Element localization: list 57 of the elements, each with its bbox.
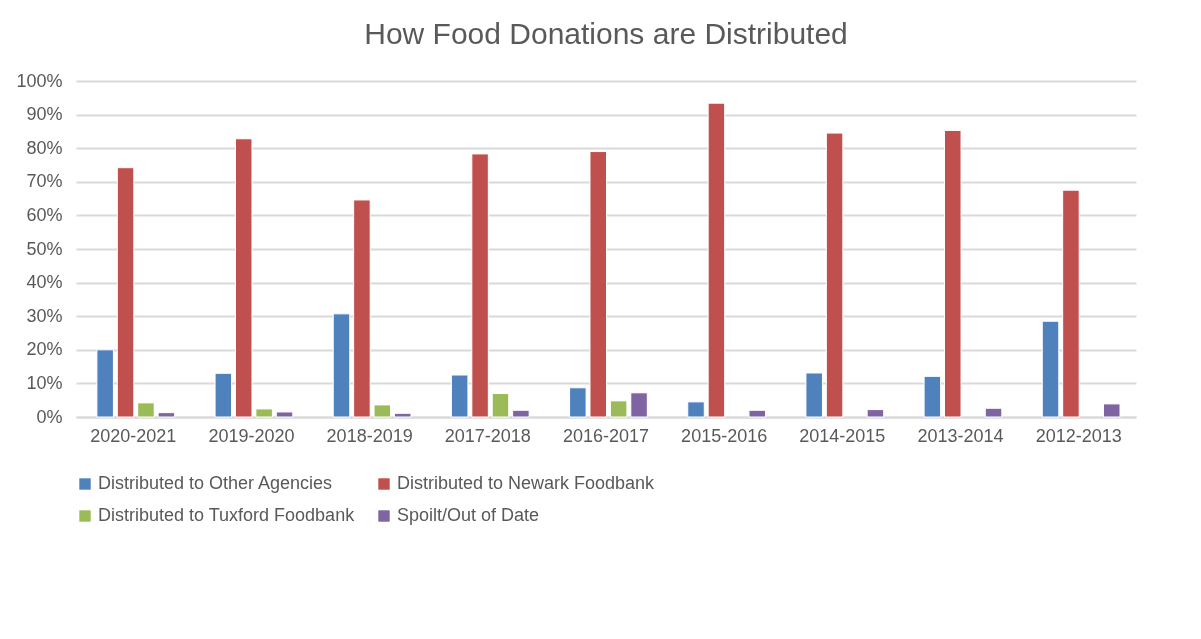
bar <box>393 412 412 418</box>
x-tick-label: 2015-2016 <box>681 425 768 446</box>
x-tick-label: 2016-2017 <box>562 425 650 446</box>
bar <box>275 411 294 418</box>
y-tick-label: 80% <box>26 137 63 158</box>
bar <box>687 401 705 418</box>
bar <box>1041 320 1060 418</box>
bar <box>707 102 726 418</box>
x-tick-label: 2013-2014 <box>917 425 1004 446</box>
legend-label: Distributed to Tuxford Foodbank <box>98 505 356 525</box>
y-tick-label: 100% <box>16 70 63 91</box>
y-tick-label: 50% <box>26 238 63 259</box>
bar <box>255 408 273 418</box>
bar <box>866 409 885 418</box>
y-tick-label: 20% <box>26 339 63 360</box>
y-tick-label: 10% <box>26 372 63 393</box>
bar <box>96 349 114 418</box>
bar <box>471 153 489 418</box>
bar <box>569 387 587 418</box>
bar <box>1102 403 1121 418</box>
x-tick-label: 2014-2015 <box>799 425 886 446</box>
bar <box>234 138 253 418</box>
bar <box>157 412 176 418</box>
legend-label: Distributed to Newark Foodbank <box>397 473 656 493</box>
bar <box>116 167 135 418</box>
x-tick-label: 2017-2018 <box>444 425 531 446</box>
bar <box>450 374 469 418</box>
legend-label: Distributed to Other Agencies <box>98 473 333 493</box>
bar <box>589 151 608 418</box>
bar <box>748 409 766 418</box>
x-tick-label: 2012-2013 <box>1035 425 1122 446</box>
bar <box>332 313 351 418</box>
bar <box>984 407 1003 418</box>
y-tick-label: 30% <box>26 305 63 326</box>
bar <box>805 372 823 418</box>
bar <box>137 402 155 418</box>
bar <box>923 375 942 418</box>
bar <box>373 404 392 418</box>
bar <box>214 372 233 418</box>
y-tick-label: 40% <box>26 272 63 293</box>
x-tick-label: 2019-2020 <box>208 425 295 446</box>
bar <box>353 199 371 418</box>
legend-label: Spoilt/Out of Date <box>397 505 540 525</box>
y-tick-label: 90% <box>26 104 63 125</box>
bar <box>512 409 530 418</box>
y-tick-label: 0% <box>36 406 63 427</box>
chart-title: How Food Donations are Distributed <box>364 17 848 50</box>
y-tick-label: 60% <box>26 204 63 225</box>
bar <box>609 400 628 418</box>
bar <box>1062 189 1080 418</box>
bar <box>944 129 962 418</box>
bar <box>491 392 510 418</box>
bar <box>825 132 844 418</box>
y-tick-label: 70% <box>26 171 63 192</box>
bar <box>630 392 648 418</box>
x-tick-label: 2018-2019 <box>326 425 413 446</box>
x-tick-label: 2020-2021 <box>90 425 177 446</box>
